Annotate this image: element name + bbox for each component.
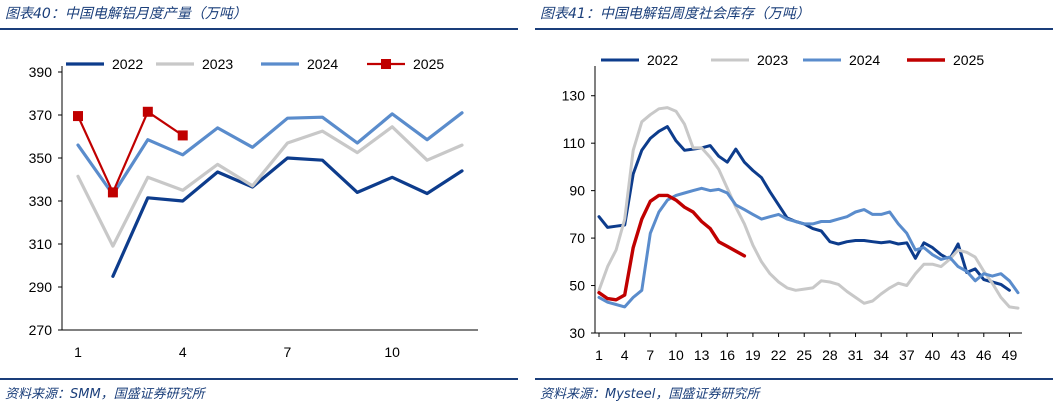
legend-label-2024: 2024 (307, 56, 338, 72)
x-tick-label: 31 (848, 347, 864, 363)
x-tick-label: 1 (74, 344, 82, 360)
x-tick-label: 7 (284, 344, 292, 360)
x-tick-label: 43 (950, 347, 966, 363)
series-line-2025 (597, 193, 747, 302)
y-tick-label: 50 (569, 278, 585, 294)
title-divider (0, 28, 518, 30)
x-tick-label: 28 (822, 347, 838, 363)
weekly-inventory-chart: 30 50 70 90 110 130 1 4 7 10 13 16 19 22 25 28 31 34 37 40 4… (562, 52, 1022, 363)
legend-label-2022: 2022 (112, 56, 143, 72)
y-tick-label: 290 (29, 279, 53, 295)
y-tick-label: 110 (563, 135, 586, 151)
data-point-2025 (107, 187, 118, 198)
legend-label-2023: 2023 (757, 52, 788, 68)
x-tick-label: 46 (976, 347, 992, 363)
y-tick-label: 310 (29, 236, 53, 252)
x-tick-label: 49 (1002, 347, 1018, 363)
y-tick-label: 130 (562, 88, 586, 104)
series-line-2025 (76, 110, 184, 194)
x-tick-label: 7 (646, 347, 654, 363)
x-tick-label: 4 (621, 347, 629, 363)
y-tick-label: 390 (29, 64, 53, 80)
data-point-2025 (142, 106, 153, 117)
source-divider (0, 378, 518, 380)
chart-title: 图表41：中国电解铝周度社会库存（万吨） (540, 6, 810, 22)
y-tick-label: 90 (569, 183, 585, 199)
x-tick-label: 19 (745, 347, 761, 363)
series-line-2024 (76, 111, 464, 197)
monthly-production-chart: 270 290 310 330 350 370 390 1 4 7 10 2022 2023 2024 20… (29, 56, 478, 360)
x-tick-label: 4 (179, 344, 187, 360)
legend-label-2025: 2025 (953, 52, 984, 68)
chart-title: 图表40：中国电解铝月度产量（万吨） (5, 6, 247, 22)
legend-marker-2025 (381, 59, 391, 69)
x-tick-label: 1 (595, 347, 603, 363)
series-line-2022 (111, 156, 464, 278)
y-tick-label: 30 (569, 325, 585, 341)
chart-source: 资料来源：Mysteel，国盛证券研究所 (540, 387, 760, 402)
data-point-2025 (177, 130, 188, 141)
source-divider (535, 378, 1053, 380)
data-point-2025 (73, 111, 83, 122)
y-tick-label: 70 (569, 230, 585, 246)
y-tick-label: 330 (29, 193, 53, 209)
x-tick-label: 22 (771, 347, 787, 363)
x-tick-label: 16 (719, 347, 735, 363)
weekly-inventory-panel: 图表41：中国电解铝周度社会库存（万吨） 30 50 70 90 110 130 1 4 7 10… (535, 0, 1055, 406)
monthly-production-panel: 图表40：中国电解铝月度产量（万吨） 270 290 310 330 350 370 390… (0, 0, 520, 406)
legend-label-2025: 2025 (413, 56, 444, 72)
x-tick-label: 13 (694, 347, 710, 363)
legend-label-2024: 2024 (849, 52, 880, 68)
legend-label-2023: 2023 (202, 56, 233, 72)
x-tick-label: 10 (384, 344, 400, 360)
x-tick-label: 25 (796, 347, 812, 363)
title-divider (535, 28, 1053, 30)
chart-source: 资料来源：SMM，国盛证券研究所 (5, 387, 205, 402)
y-tick-label: 370 (29, 107, 53, 123)
y-tick-label: 270 (29, 322, 53, 338)
x-tick-label: 40 (925, 347, 941, 363)
legend-label-2022: 2022 (647, 52, 678, 68)
x-tick-label: 34 (873, 347, 889, 363)
y-tick-label: 350 (29, 150, 53, 166)
series-line-2023 (597, 106, 1020, 310)
series-line-2024 (597, 186, 1020, 309)
x-tick-label: 10 (668, 347, 684, 363)
x-tick-label: 37 (899, 347, 915, 363)
series-line-2023 (76, 125, 464, 248)
